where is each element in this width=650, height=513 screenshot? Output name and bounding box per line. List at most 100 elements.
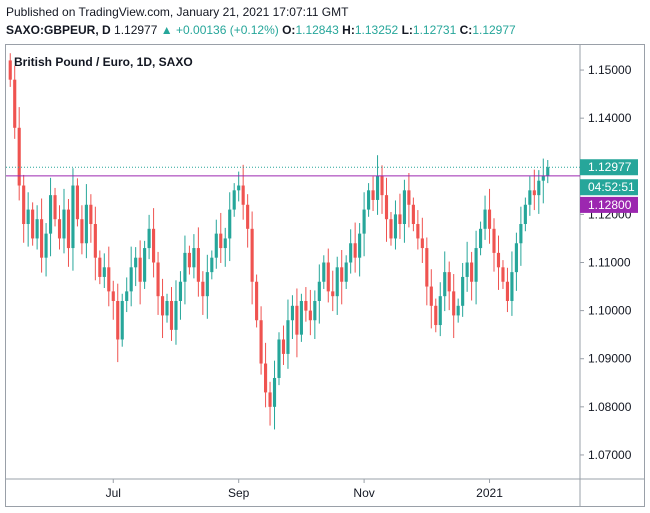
candle-body	[483, 209, 487, 229]
candle-body	[358, 233, 362, 258]
candle-body	[156, 262, 160, 297]
candle-body	[246, 204, 250, 229]
candle-body	[147, 228, 151, 249]
low-label: L:	[401, 23, 413, 37]
candle-body	[102, 267, 106, 277]
candle-body	[541, 175, 545, 181]
last-price-label-box	[580, 159, 638, 176]
high-label: H:	[342, 23, 355, 37]
candle-body	[290, 305, 295, 321]
candle-body	[465, 262, 469, 277]
candle-body	[22, 185, 26, 225]
candle-body	[322, 262, 326, 282]
candle-body	[447, 272, 451, 292]
candle-body	[353, 243, 357, 258]
candle-body	[66, 209, 71, 249]
candle-body	[84, 204, 88, 244]
candle-body	[35, 219, 39, 239]
candle-body	[143, 248, 147, 282]
candle-body	[160, 296, 165, 316]
x-tick-label: Jul	[106, 486, 121, 500]
y-tick-label: 1.07000	[588, 448, 632, 462]
candle-body	[219, 233, 223, 249]
candle-body	[272, 377, 277, 407]
candle-body	[152, 228, 156, 263]
candle-body	[263, 363, 268, 393]
candle-body	[48, 195, 53, 234]
y-tick-label: 1.15000	[588, 63, 632, 77]
candle-body	[192, 248, 196, 268]
candle-body	[537, 180, 541, 196]
candle-body	[487, 209, 492, 229]
candle-body	[138, 257, 142, 282]
candle-body	[474, 248, 478, 282]
y-tick-label: 1.09000	[588, 352, 632, 366]
x-tick-label: Sep	[228, 486, 250, 500]
close-label: C:	[459, 23, 473, 37]
candle-body	[44, 233, 48, 258]
candle-body	[380, 175, 384, 196]
candle-body	[57, 219, 62, 239]
candle-body	[196, 248, 200, 282]
candle-body	[299, 300, 303, 335]
symbol-label: SAXO:GBPEUR, D	[6, 23, 111, 37]
candle-body	[344, 262, 348, 282]
candle-body	[62, 209, 66, 239]
candle-body	[259, 320, 263, 364]
candle-body	[461, 276, 465, 306]
candle-body	[17, 127, 21, 186]
change-value: +0.00136 (+0.12%)	[176, 23, 279, 37]
candle-body	[107, 267, 111, 292]
y-tick-label: 1.14000	[588, 111, 632, 125]
candle-body	[40, 219, 44, 258]
candle-body	[528, 190, 532, 205]
candle-body	[268, 392, 272, 407]
candle-body	[111, 291, 115, 301]
candle-body	[116, 300, 120, 340]
candle-body	[546, 167, 550, 176]
candle-body	[89, 204, 93, 225]
candle-body	[362, 209, 366, 234]
candle-body	[308, 310, 312, 321]
level-price-label-box	[580, 196, 638, 213]
candle-body	[8, 60, 12, 80]
candle-body	[174, 300, 178, 330]
candle-body	[75, 185, 79, 220]
candle-body	[187, 252, 191, 268]
candle-body	[402, 190, 406, 225]
candle-body	[331, 291, 335, 297]
candle-body	[514, 243, 518, 273]
candle-body	[237, 185, 241, 191]
close-value: 1.12977	[472, 23, 516, 37]
ohlc-header: SAXO:GBPEUR, D 1.12977 ▲ +0.00136 (+0.12…	[6, 23, 516, 37]
candle-body	[375, 175, 380, 200]
candle-body	[420, 238, 424, 249]
candle-body	[183, 252, 187, 282]
candle-body	[277, 339, 281, 378]
candle-body	[443, 272, 447, 297]
chart-frame	[5, 44, 645, 507]
candle-body	[335, 267, 339, 297]
candle-body	[165, 300, 169, 316]
candle-body	[434, 305, 438, 326]
candle-body	[286, 320, 290, 354]
candle-body	[223, 238, 227, 249]
candle-body	[313, 300, 317, 321]
candle-body	[120, 300, 124, 340]
candle-body	[398, 214, 402, 225]
candle-body	[411, 204, 415, 225]
candle-body	[367, 190, 371, 210]
candle-body	[389, 219, 393, 239]
candle-body	[384, 195, 389, 220]
candle-body	[169, 300, 174, 330]
candle-body	[71, 185, 75, 249]
candle-body	[523, 204, 527, 225]
open-value: 1.12843	[295, 23, 339, 37]
candle-body	[80, 219, 84, 244]
candle-body	[205, 272, 209, 297]
published-caption: Published on TradingView.com, January 21…	[6, 5, 349, 19]
candle-body	[241, 185, 245, 205]
y-tick-label: 1.11000	[588, 256, 631, 270]
candle-body	[178, 281, 183, 301]
